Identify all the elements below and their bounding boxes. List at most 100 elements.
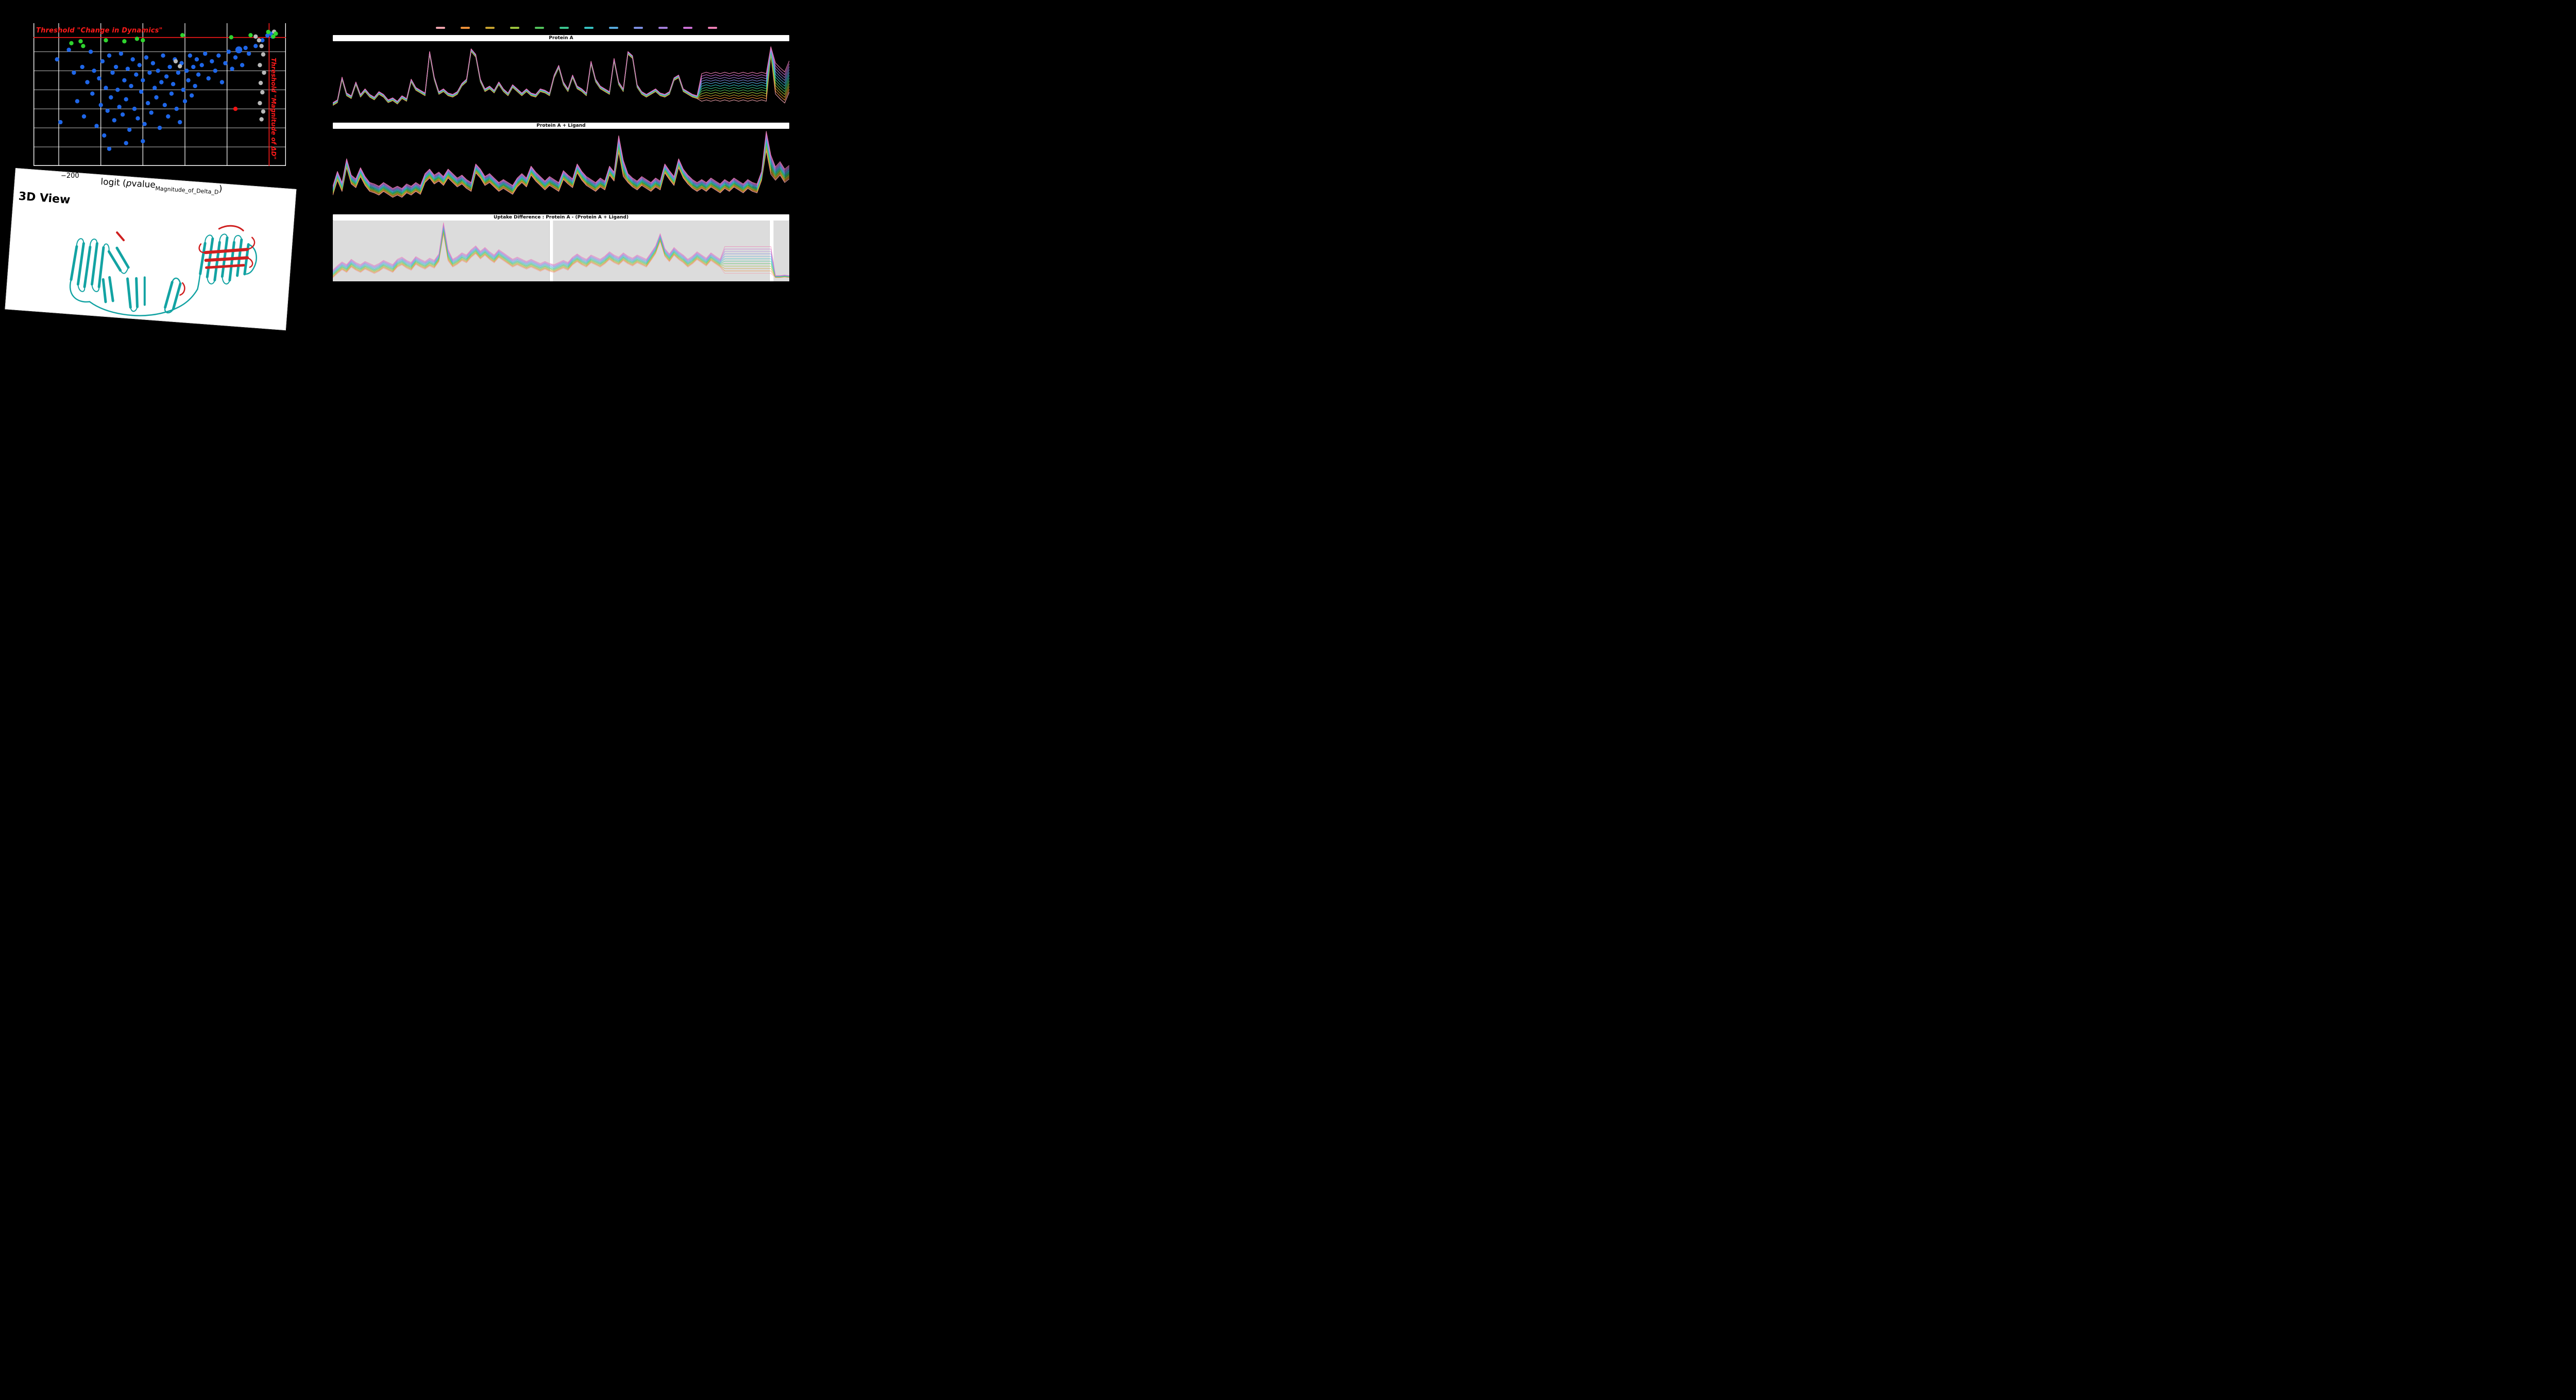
point-not-significant[interactable] — [203, 51, 208, 56]
panel-3d-view[interactable]: 3D View — [5, 168, 297, 331]
point-below-magnitude-threshold[interactable] — [260, 90, 265, 95]
point-not-significant[interactable] — [55, 57, 59, 62]
point-not-significant[interactable] — [253, 44, 258, 48]
point-not-significant[interactable] — [182, 99, 188, 104]
point-significant[interactable] — [233, 107, 238, 111]
point-not-significant[interactable] — [92, 69, 96, 73]
legend-dash-0[interactable] — [436, 27, 445, 29]
uptake-line-8[interactable] — [333, 225, 789, 277]
point-not-significant[interactable] — [230, 66, 234, 71]
point-not-significant[interactable] — [139, 89, 144, 94]
point-not-significant[interactable] — [246, 51, 251, 56]
uptake-line-6[interactable] — [333, 227, 789, 277]
uptake-line-11[interactable] — [333, 222, 789, 276]
point-change-in-dynamics[interactable] — [122, 39, 127, 44]
point-not-significant[interactable] — [260, 38, 265, 43]
point-not-significant[interactable] — [113, 64, 118, 70]
volcano-plot[interactable] — [33, 23, 286, 166]
protein-ribbon-structure[interactable] — [35, 195, 285, 331]
uptake-line-8[interactable] — [333, 136, 789, 191]
point-not-significant[interactable] — [178, 120, 182, 125]
point-not-significant[interactable] — [186, 78, 191, 82]
point-change-in-dynamics[interactable] — [78, 39, 83, 44]
point-not-significant[interactable] — [72, 70, 76, 75]
uptake-line-3[interactable] — [333, 145, 789, 195]
point-not-significant[interactable] — [102, 133, 107, 138]
point-not-significant[interactable] — [167, 64, 172, 70]
point-not-significant[interactable] — [107, 146, 112, 151]
point-not-significant[interactable] — [112, 118, 116, 123]
point-not-significant[interactable] — [176, 70, 181, 75]
point-below-magnitude-threshold[interactable] — [262, 70, 266, 75]
point-not-significant[interactable] — [132, 107, 137, 111]
point-not-significant[interactable] — [144, 55, 149, 60]
point-not-significant[interactable] — [174, 107, 179, 111]
point-not-significant[interactable] — [141, 139, 145, 144]
legend-dash-4[interactable] — [535, 27, 544, 29]
uptake-line-10[interactable] — [333, 132, 789, 190]
uptake-line-11[interactable] — [333, 131, 789, 189]
point-not-significant[interactable] — [199, 63, 204, 68]
point-not-significant[interactable] — [88, 49, 93, 54]
uptake-plot-protein-a-ligand[interactable] — [333, 130, 789, 212]
point-not-significant[interactable] — [162, 103, 167, 107]
uptake-line-2[interactable] — [333, 146, 789, 196]
legend-dash-9[interactable] — [658, 27, 668, 29]
point-not-significant[interactable] — [154, 95, 159, 100]
point-below-magnitude-threshold[interactable] — [178, 64, 182, 69]
uptake-line-1[interactable] — [333, 148, 789, 197]
point-not-significant[interactable] — [137, 63, 142, 68]
point-below-magnitude-threshold[interactable] — [259, 44, 264, 48]
point-below-magnitude-threshold[interactable] — [261, 109, 266, 114]
uptake-line-5[interactable] — [333, 228, 789, 277]
point-not-significant[interactable] — [243, 45, 248, 50]
uptake-line-10[interactable] — [333, 223, 789, 276]
point-change-in-dynamics[interactable] — [134, 37, 140, 41]
point-change-in-dynamics[interactable] — [69, 41, 74, 45]
point-change-in-dynamics[interactable] — [229, 35, 233, 40]
point-not-significant[interactable] — [193, 83, 197, 89]
point-not-significant[interactable] — [169, 91, 174, 96]
point-not-significant[interactable] — [127, 127, 132, 132]
point-change-in-dynamics[interactable] — [141, 38, 145, 43]
uptake-line-9[interactable] — [333, 134, 789, 191]
point-not-significant[interactable] — [171, 82, 176, 87]
point-change-in-dynamics[interactable] — [271, 34, 276, 39]
point-not-significant[interactable] — [110, 70, 115, 75]
legend-dash-7[interactable] — [609, 27, 618, 29]
point-not-significant[interactable] — [265, 33, 270, 38]
point-not-significant[interactable] — [210, 59, 214, 64]
uptake-line-7[interactable] — [333, 138, 789, 192]
point-not-significant[interactable] — [124, 97, 128, 102]
point-not-significant[interactable] — [216, 53, 221, 58]
point-not-significant[interactable] — [233, 55, 238, 60]
point-not-significant[interactable] — [152, 86, 157, 90]
point-not-significant[interactable] — [206, 76, 211, 81]
point-not-significant[interactable] — [125, 66, 130, 71]
point-not-significant[interactable] — [90, 91, 95, 96]
legend-dash-10[interactable] — [683, 27, 692, 29]
uptake-line-1[interactable] — [333, 233, 789, 278]
point-not-significant[interactable] — [130, 57, 135, 62]
point-below-magnitude-threshold[interactable] — [257, 38, 261, 43]
point-below-magnitude-threshold[interactable] — [253, 34, 258, 39]
uptake-line-2[interactable] — [333, 232, 789, 278]
legend-dash-11[interactable] — [708, 27, 717, 29]
point-not-significant[interactable] — [141, 78, 145, 82]
legend-dash-8[interactable] — [634, 27, 643, 29]
point-not-significant[interactable] — [161, 53, 165, 58]
point-change-in-dynamics[interactable] — [104, 38, 108, 43]
point-not-significant[interactable] — [97, 76, 101, 81]
legend-dash-3[interactable] — [510, 27, 519, 29]
point-not-significant[interactable] — [213, 69, 217, 73]
point-below-magnitude-threshold[interactable] — [261, 52, 266, 57]
point-not-significant[interactable] — [156, 69, 160, 73]
point-not-significant[interactable] — [196, 72, 201, 77]
point-not-significant[interactable] — [240, 63, 245, 68]
point-change-in-dynamics[interactable] — [180, 33, 185, 38]
legend-dash-6[interactable] — [584, 27, 594, 29]
uptake-line-9[interactable] — [333, 224, 789, 276]
point-not-significant[interactable] — [80, 64, 84, 70]
point-not-significant[interactable] — [189, 93, 194, 98]
point-change-in-dynamics[interactable] — [81, 44, 86, 48]
